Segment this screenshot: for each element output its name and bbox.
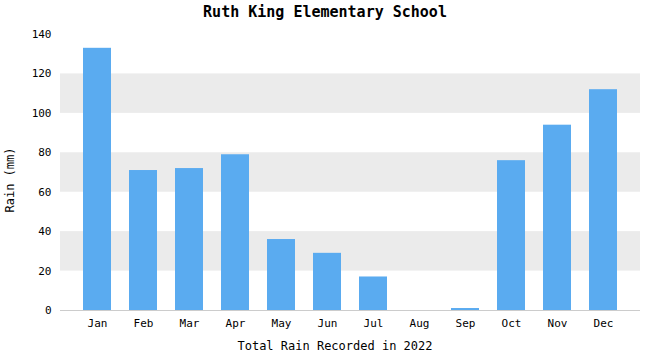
svg-text:80: 80 [38, 146, 51, 159]
svg-text:Feb: Feb [134, 317, 154, 330]
svg-text:Nov: Nov [548, 317, 568, 330]
svg-text:Aug: Aug [410, 317, 430, 330]
svg-text:20: 20 [38, 265, 51, 278]
svg-text:40: 40 [38, 225, 51, 238]
svg-text:Oct: Oct [502, 317, 522, 330]
svg-text:Mar: Mar [180, 317, 200, 330]
svg-text:Jul: Jul [364, 317, 384, 330]
svg-text:120: 120 [32, 67, 52, 80]
svg-text:Jan: Jan [88, 317, 108, 330]
svg-text:60: 60 [38, 186, 51, 199]
svg-text:100: 100 [32, 107, 52, 120]
html-text:Total Rain Recorded in 2022: Total Rain Recorded in 2022 [237, 339, 433, 353]
svg-text:Apr: Apr [226, 317, 246, 330]
svg-text:Jun: Jun [318, 317, 338, 330]
html-text:Rain (mm): Rain (mm) [3, 147, 17, 213]
svg-text:0: 0 [45, 304, 52, 317]
html-text:Ruth King Elementary School: Ruth King Elementary School [203, 3, 447, 21]
svg-text:140: 140 [32, 28, 52, 41]
svg-text:Dec: Dec [594, 317, 614, 330]
svg-text:Sep: Sep [456, 317, 476, 330]
svg-text:May: May [272, 317, 292, 330]
